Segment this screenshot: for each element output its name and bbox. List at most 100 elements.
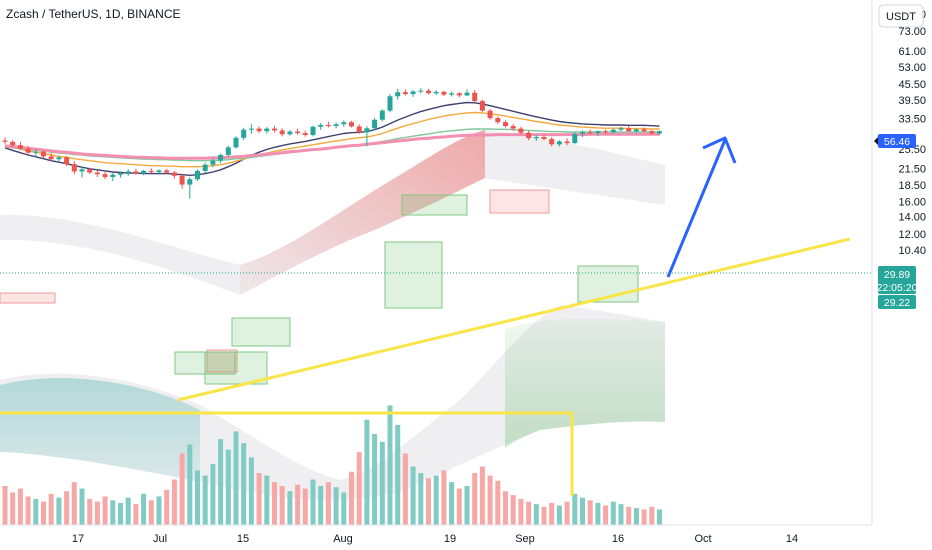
volume-bar [418,473,424,525]
time-axis[interactable]: 17 Jul 15 Aug 19 Sep 16 Oct 14 [0,524,932,550]
drawing-layer[interactable] [0,136,851,496]
volume-bar [195,470,200,525]
candle [564,138,570,146]
volume-bar [441,470,447,525]
volume-bar [657,509,662,525]
moving-average-line [4,132,660,160]
candle [379,109,385,122]
volume-bar [164,489,170,525]
candle [641,127,647,133]
candle [610,128,616,134]
lower-band-green-right [505,318,665,448]
candle [633,128,639,134]
candle [325,121,331,128]
price-label: 39.50 [898,95,926,107]
candle [626,126,632,133]
candle [518,126,524,135]
zone-green-jul-b [204,351,268,385]
candle [10,140,16,148]
price-axis[interactable]: 85.0073.0061.0053.0045.5039.5033.5025.50… [871,0,932,525]
candle [202,162,208,174]
volume-series [2,405,662,525]
candle [125,169,131,176]
candle [649,130,655,135]
candle [510,123,516,131]
volume-bar [179,453,185,525]
volume-bar [372,434,378,525]
volume-bar [333,487,339,525]
volume-bar [187,444,193,525]
currency-button-label: USDT [886,11,916,23]
candle [587,129,593,136]
volume-bar [472,473,478,525]
volume-bar [25,496,31,525]
volume-bar [518,499,524,525]
zone-red-jul [206,349,238,373]
volume-bar [2,486,8,525]
candle [225,145,231,157]
volume-bar [464,486,470,525]
projection-arrow[interactable] [666,139,727,278]
candle [433,90,439,96]
volume-bar [541,506,547,525]
candle [479,99,485,113]
horizontal-support-line[interactable] [0,411,574,496]
volume-bar [356,452,362,525]
candle [71,161,77,175]
candle [48,153,54,162]
volume-bar [503,491,508,525]
candle [17,141,23,150]
price-label: 10.40 [898,245,926,257]
candle [395,88,401,100]
candle [341,120,347,127]
time-label: Oct [694,533,711,545]
volume-bar [248,457,254,525]
prev-price-badge: 29.22 [878,295,916,309]
time-label: 16 [612,533,624,545]
prev-price-text: 29.22 [884,297,910,309]
volume-bar [171,479,177,525]
volume-bar [287,491,293,525]
time-label: 14 [786,533,798,545]
symbol-title: Zcash / TetherUS, 1D, BINANCE [6,7,181,21]
upper-band-gray [0,130,665,295]
zone-red-aug-top [489,189,550,214]
projection-arrow-head[interactable] [702,136,737,164]
rising-trendline[interactable] [177,237,851,402]
volume-bar [487,475,493,525]
volume-bar [649,506,655,525]
price-label: 21.50 [898,163,926,175]
zone-green-aug [384,241,443,309]
volume-bar [641,509,647,525]
volume-bar [264,475,270,525]
moving-average-layer [4,101,660,177]
volume-bar [479,466,485,525]
volume-bar [526,501,532,525]
price-label: 18.50 [898,180,926,192]
candle [287,130,293,136]
volume-bar [202,475,208,525]
candle [210,158,216,168]
currency-button[interactable]: USDT [878,4,924,28]
candle [187,176,193,199]
volume-bar [17,488,23,525]
volume-bar [580,497,585,525]
candle [356,124,362,134]
volume-bar [218,439,224,525]
volume-bar [603,505,609,525]
volume-bar [349,471,354,525]
moving-average-line [4,101,660,177]
volume-bar [325,482,331,525]
volume-bar [633,508,639,525]
candle [79,166,85,178]
time-label: Sep [515,533,535,545]
candle [41,150,46,159]
zone-green-aug-top [401,194,468,216]
zone-green-jul-c [231,317,291,347]
band-layer [0,130,665,500]
candle [318,122,324,130]
volume-bar [295,484,301,525]
candle-countdown-text: 22:05:20 [877,282,918,294]
candle [256,126,262,134]
